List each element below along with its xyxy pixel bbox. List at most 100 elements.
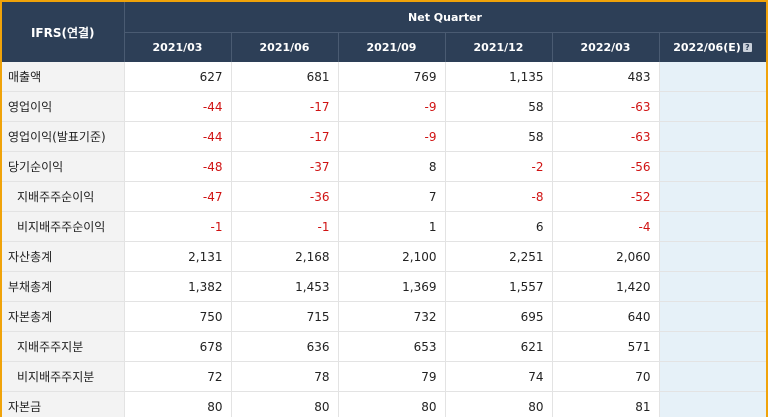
estimate-cell [659, 182, 766, 212]
estimate-cell [659, 272, 766, 302]
ifrs-basis-header: IFRS(연결) [2, 2, 124, 62]
value-cell: 78 [231, 362, 338, 392]
value-cell: -37 [231, 152, 338, 182]
value-cell: 1,557 [445, 272, 552, 302]
estimate-cell [659, 62, 766, 92]
value-cell: -63 [552, 92, 659, 122]
value-cell: 80 [338, 392, 445, 417]
value-cell: 483 [552, 62, 659, 92]
value-cell: 7 [338, 182, 445, 212]
row-label: 비지배주주지분 [2, 362, 124, 392]
value-cell: 1,135 [445, 62, 552, 92]
value-cell: -8 [445, 182, 552, 212]
value-cell: 80 [124, 392, 231, 417]
value-cell: 681 [231, 62, 338, 92]
value-cell: 769 [338, 62, 445, 92]
value-cell: -1 [231, 212, 338, 242]
estimate-cell [659, 152, 766, 182]
estimate-cell [659, 122, 766, 152]
value-cell: 1,369 [338, 272, 445, 302]
period-header: 2022/06(E)? [659, 33, 766, 63]
value-cell: -63 [552, 122, 659, 152]
value-cell: 653 [338, 332, 445, 362]
period-header: 2021/12 [445, 33, 552, 63]
estimate-cell [659, 92, 766, 122]
value-cell: 1,420 [552, 272, 659, 302]
value-cell: -4 [552, 212, 659, 242]
period-label: 2022/06(E) [673, 41, 741, 54]
row-label: 지배주주지분 [2, 332, 124, 362]
period-label: 2021/09 [367, 41, 417, 54]
value-cell: 1,382 [124, 272, 231, 302]
value-cell: 58 [445, 92, 552, 122]
value-cell: -44 [124, 122, 231, 152]
value-cell: 750 [124, 302, 231, 332]
row-label: 영업이익(발표기준) [2, 122, 124, 152]
estimate-cell [659, 212, 766, 242]
value-cell: -9 [338, 122, 445, 152]
value-cell: 8 [338, 152, 445, 182]
value-cell: 2,060 [552, 242, 659, 272]
value-cell: -9 [338, 92, 445, 122]
value-cell: 715 [231, 302, 338, 332]
value-cell: -47 [124, 182, 231, 212]
value-cell: -56 [552, 152, 659, 182]
estimate-cell [659, 302, 766, 332]
estimate-cell [659, 242, 766, 272]
value-cell: 80 [231, 392, 338, 417]
value-cell: 636 [231, 332, 338, 362]
value-cell: -44 [124, 92, 231, 122]
value-cell: 2,168 [231, 242, 338, 272]
value-cell: 621 [445, 332, 552, 362]
value-cell: -52 [552, 182, 659, 212]
period-header: 2021/03 [124, 33, 231, 63]
period-label: 2022/03 [581, 41, 631, 54]
row-label: 당기순이익 [2, 152, 124, 182]
value-cell: 79 [338, 362, 445, 392]
row-label: 부채총계 [2, 272, 124, 302]
period-label: 2021/03 [153, 41, 203, 54]
value-cell: 2,100 [338, 242, 445, 272]
value-cell: -17 [231, 92, 338, 122]
estimate-cell [659, 332, 766, 362]
question-icon[interactable]: ? [743, 43, 752, 52]
value-cell: -1 [124, 212, 231, 242]
value-cell: 640 [552, 302, 659, 332]
value-cell: 678 [124, 332, 231, 362]
row-label: 비지배주주순이익 [2, 212, 124, 242]
value-cell: 72 [124, 362, 231, 392]
row-label: 지배주주순이익 [2, 182, 124, 212]
value-cell: 2,251 [445, 242, 552, 272]
value-cell: 695 [445, 302, 552, 332]
value-cell: 6 [445, 212, 552, 242]
period-header: 2021/09 [338, 33, 445, 63]
value-cell: 80 [445, 392, 552, 417]
net-quarter-header: Net Quarter [124, 2, 766, 33]
value-cell: 571 [552, 332, 659, 362]
period-label: 2021/06 [260, 41, 310, 54]
row-label: 매출액 [2, 62, 124, 92]
period-header: 2021/06 [231, 33, 338, 63]
period-header: 2022/03 [552, 33, 659, 63]
value-cell: 627 [124, 62, 231, 92]
value-cell: 70 [552, 362, 659, 392]
row-label: 영업이익 [2, 92, 124, 122]
estimate-cell [659, 362, 766, 392]
value-cell: 1,453 [231, 272, 338, 302]
value-cell: 81 [552, 392, 659, 417]
row-label: 자본금 [2, 392, 124, 417]
row-label: 자산총계 [2, 242, 124, 272]
value-cell: 58 [445, 122, 552, 152]
